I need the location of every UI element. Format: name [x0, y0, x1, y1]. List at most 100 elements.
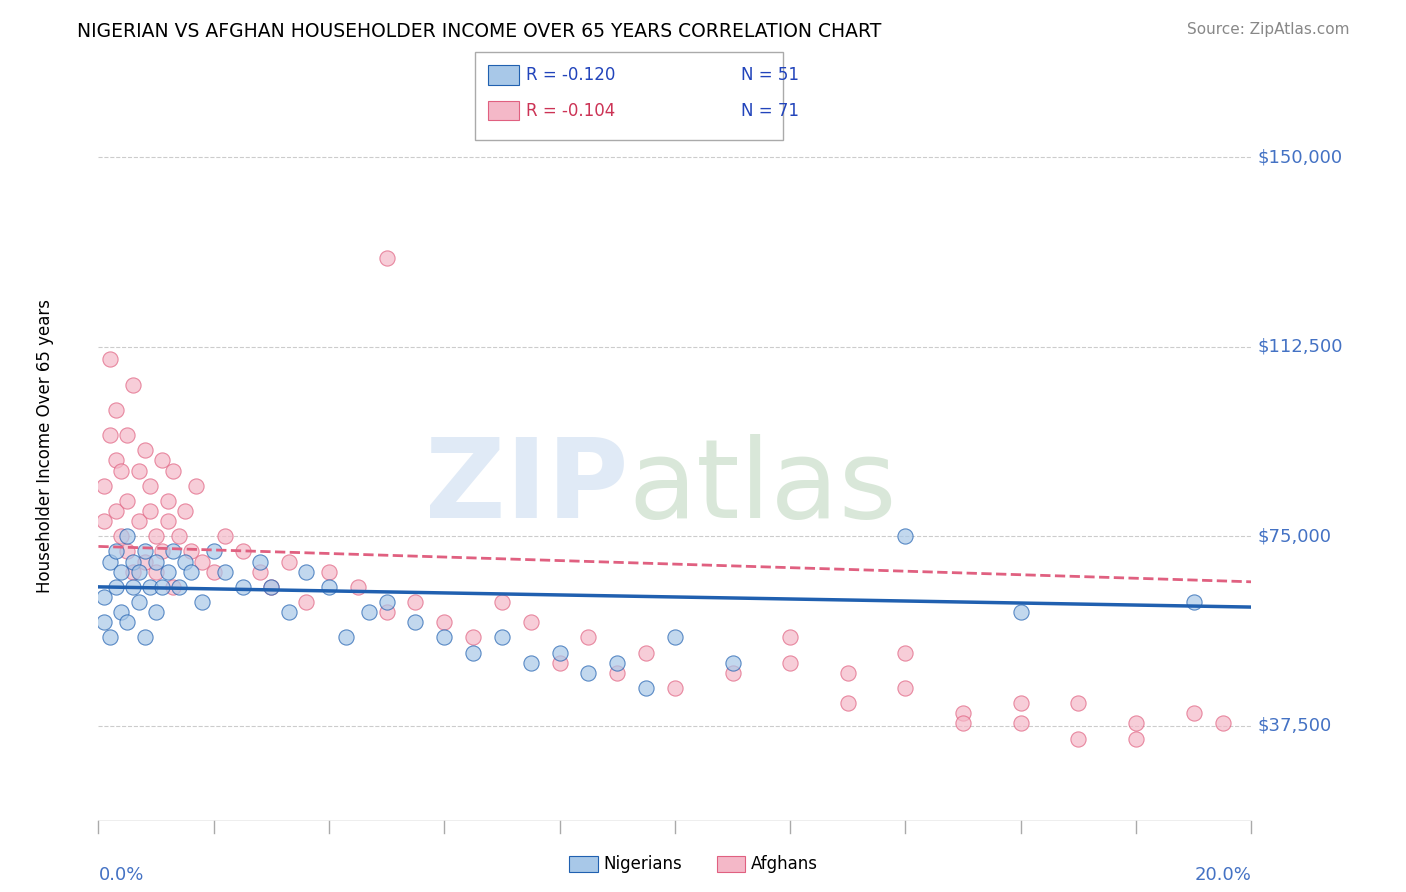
Point — [122, 565, 145, 579]
Point — [578, 665, 600, 680]
Point — [952, 706, 974, 721]
Point — [231, 580, 254, 594]
Point — [433, 615, 456, 630]
Point — [139, 580, 162, 594]
Point — [128, 595, 150, 609]
Point — [180, 544, 202, 558]
Point — [346, 580, 368, 594]
Point — [520, 615, 543, 630]
Point — [110, 605, 132, 619]
Point — [122, 377, 145, 392]
Point — [318, 565, 340, 579]
Point — [606, 656, 628, 670]
Text: NIGERIAN VS AFGHAN HOUSEHOLDER INCOME OVER 65 YEARS CORRELATION CHART: NIGERIAN VS AFGHAN HOUSEHOLDER INCOME OV… — [77, 22, 882, 41]
Point — [122, 580, 145, 594]
Point — [277, 555, 299, 569]
Point — [779, 656, 801, 670]
Point — [134, 555, 156, 569]
Point — [128, 565, 150, 579]
Point — [145, 529, 167, 543]
Point — [335, 631, 357, 645]
Point — [1125, 716, 1147, 731]
Point — [145, 555, 167, 569]
Text: R = -0.104: R = -0.104 — [526, 102, 614, 120]
Point — [375, 605, 398, 619]
Point — [134, 544, 156, 558]
Text: R = -0.120: R = -0.120 — [526, 66, 616, 84]
Point — [93, 615, 115, 630]
Text: ZIP: ZIP — [426, 434, 628, 541]
Point — [548, 656, 571, 670]
Point — [249, 565, 271, 579]
Point — [894, 529, 917, 543]
Point — [167, 529, 190, 543]
Point — [606, 665, 628, 680]
Point — [260, 580, 283, 594]
Point — [93, 479, 115, 493]
Point — [461, 646, 484, 660]
Point — [359, 605, 381, 619]
Text: N = 71: N = 71 — [741, 102, 799, 120]
Point — [128, 514, 150, 528]
Point — [167, 580, 190, 594]
Point — [117, 428, 139, 442]
Point — [1010, 605, 1032, 619]
Point — [117, 494, 139, 508]
Point — [162, 464, 184, 478]
Point — [405, 615, 427, 630]
Point — [779, 631, 801, 645]
Point — [139, 504, 162, 518]
Point — [433, 631, 456, 645]
Point — [214, 529, 236, 543]
Point — [277, 605, 299, 619]
Point — [1182, 706, 1205, 721]
Point — [191, 595, 214, 609]
Point — [110, 529, 132, 543]
Text: 0.0%: 0.0% — [98, 866, 143, 884]
Point — [117, 529, 139, 543]
Point — [98, 428, 121, 442]
Point — [664, 631, 686, 645]
Point — [104, 580, 127, 594]
Point — [375, 595, 398, 609]
Point — [150, 453, 173, 467]
Point — [145, 565, 167, 579]
Point — [375, 252, 398, 266]
Point — [98, 352, 121, 367]
Point — [260, 580, 283, 594]
Point — [98, 555, 121, 569]
Point — [122, 555, 145, 569]
Point — [93, 590, 115, 604]
Point — [520, 656, 543, 670]
Point — [664, 681, 686, 695]
Text: Afghans: Afghans — [751, 855, 818, 873]
Point — [186, 479, 208, 493]
Point — [721, 665, 744, 680]
Text: Nigerians: Nigerians — [603, 855, 682, 873]
Point — [837, 665, 859, 680]
Point — [104, 453, 127, 467]
Point — [214, 565, 236, 579]
Point — [139, 479, 162, 493]
Text: N = 51: N = 51 — [741, 66, 799, 84]
Text: Householder Income Over 65 years: Householder Income Over 65 years — [37, 299, 53, 593]
Point — [104, 403, 127, 417]
Point — [150, 580, 173, 594]
Text: $112,500: $112,500 — [1257, 338, 1343, 356]
Point — [461, 631, 484, 645]
Point — [145, 605, 167, 619]
Point — [548, 646, 571, 660]
Text: $75,000: $75,000 — [1257, 527, 1331, 545]
Point — [1067, 731, 1090, 746]
Point — [952, 716, 974, 731]
Point — [249, 555, 271, 569]
Point — [162, 544, 184, 558]
Point — [491, 631, 513, 645]
Point — [104, 504, 127, 518]
Point — [180, 565, 202, 579]
Point — [491, 595, 513, 609]
Point — [295, 595, 318, 609]
Text: 20.0%: 20.0% — [1195, 866, 1251, 884]
Point — [174, 555, 197, 569]
Point — [636, 681, 658, 695]
